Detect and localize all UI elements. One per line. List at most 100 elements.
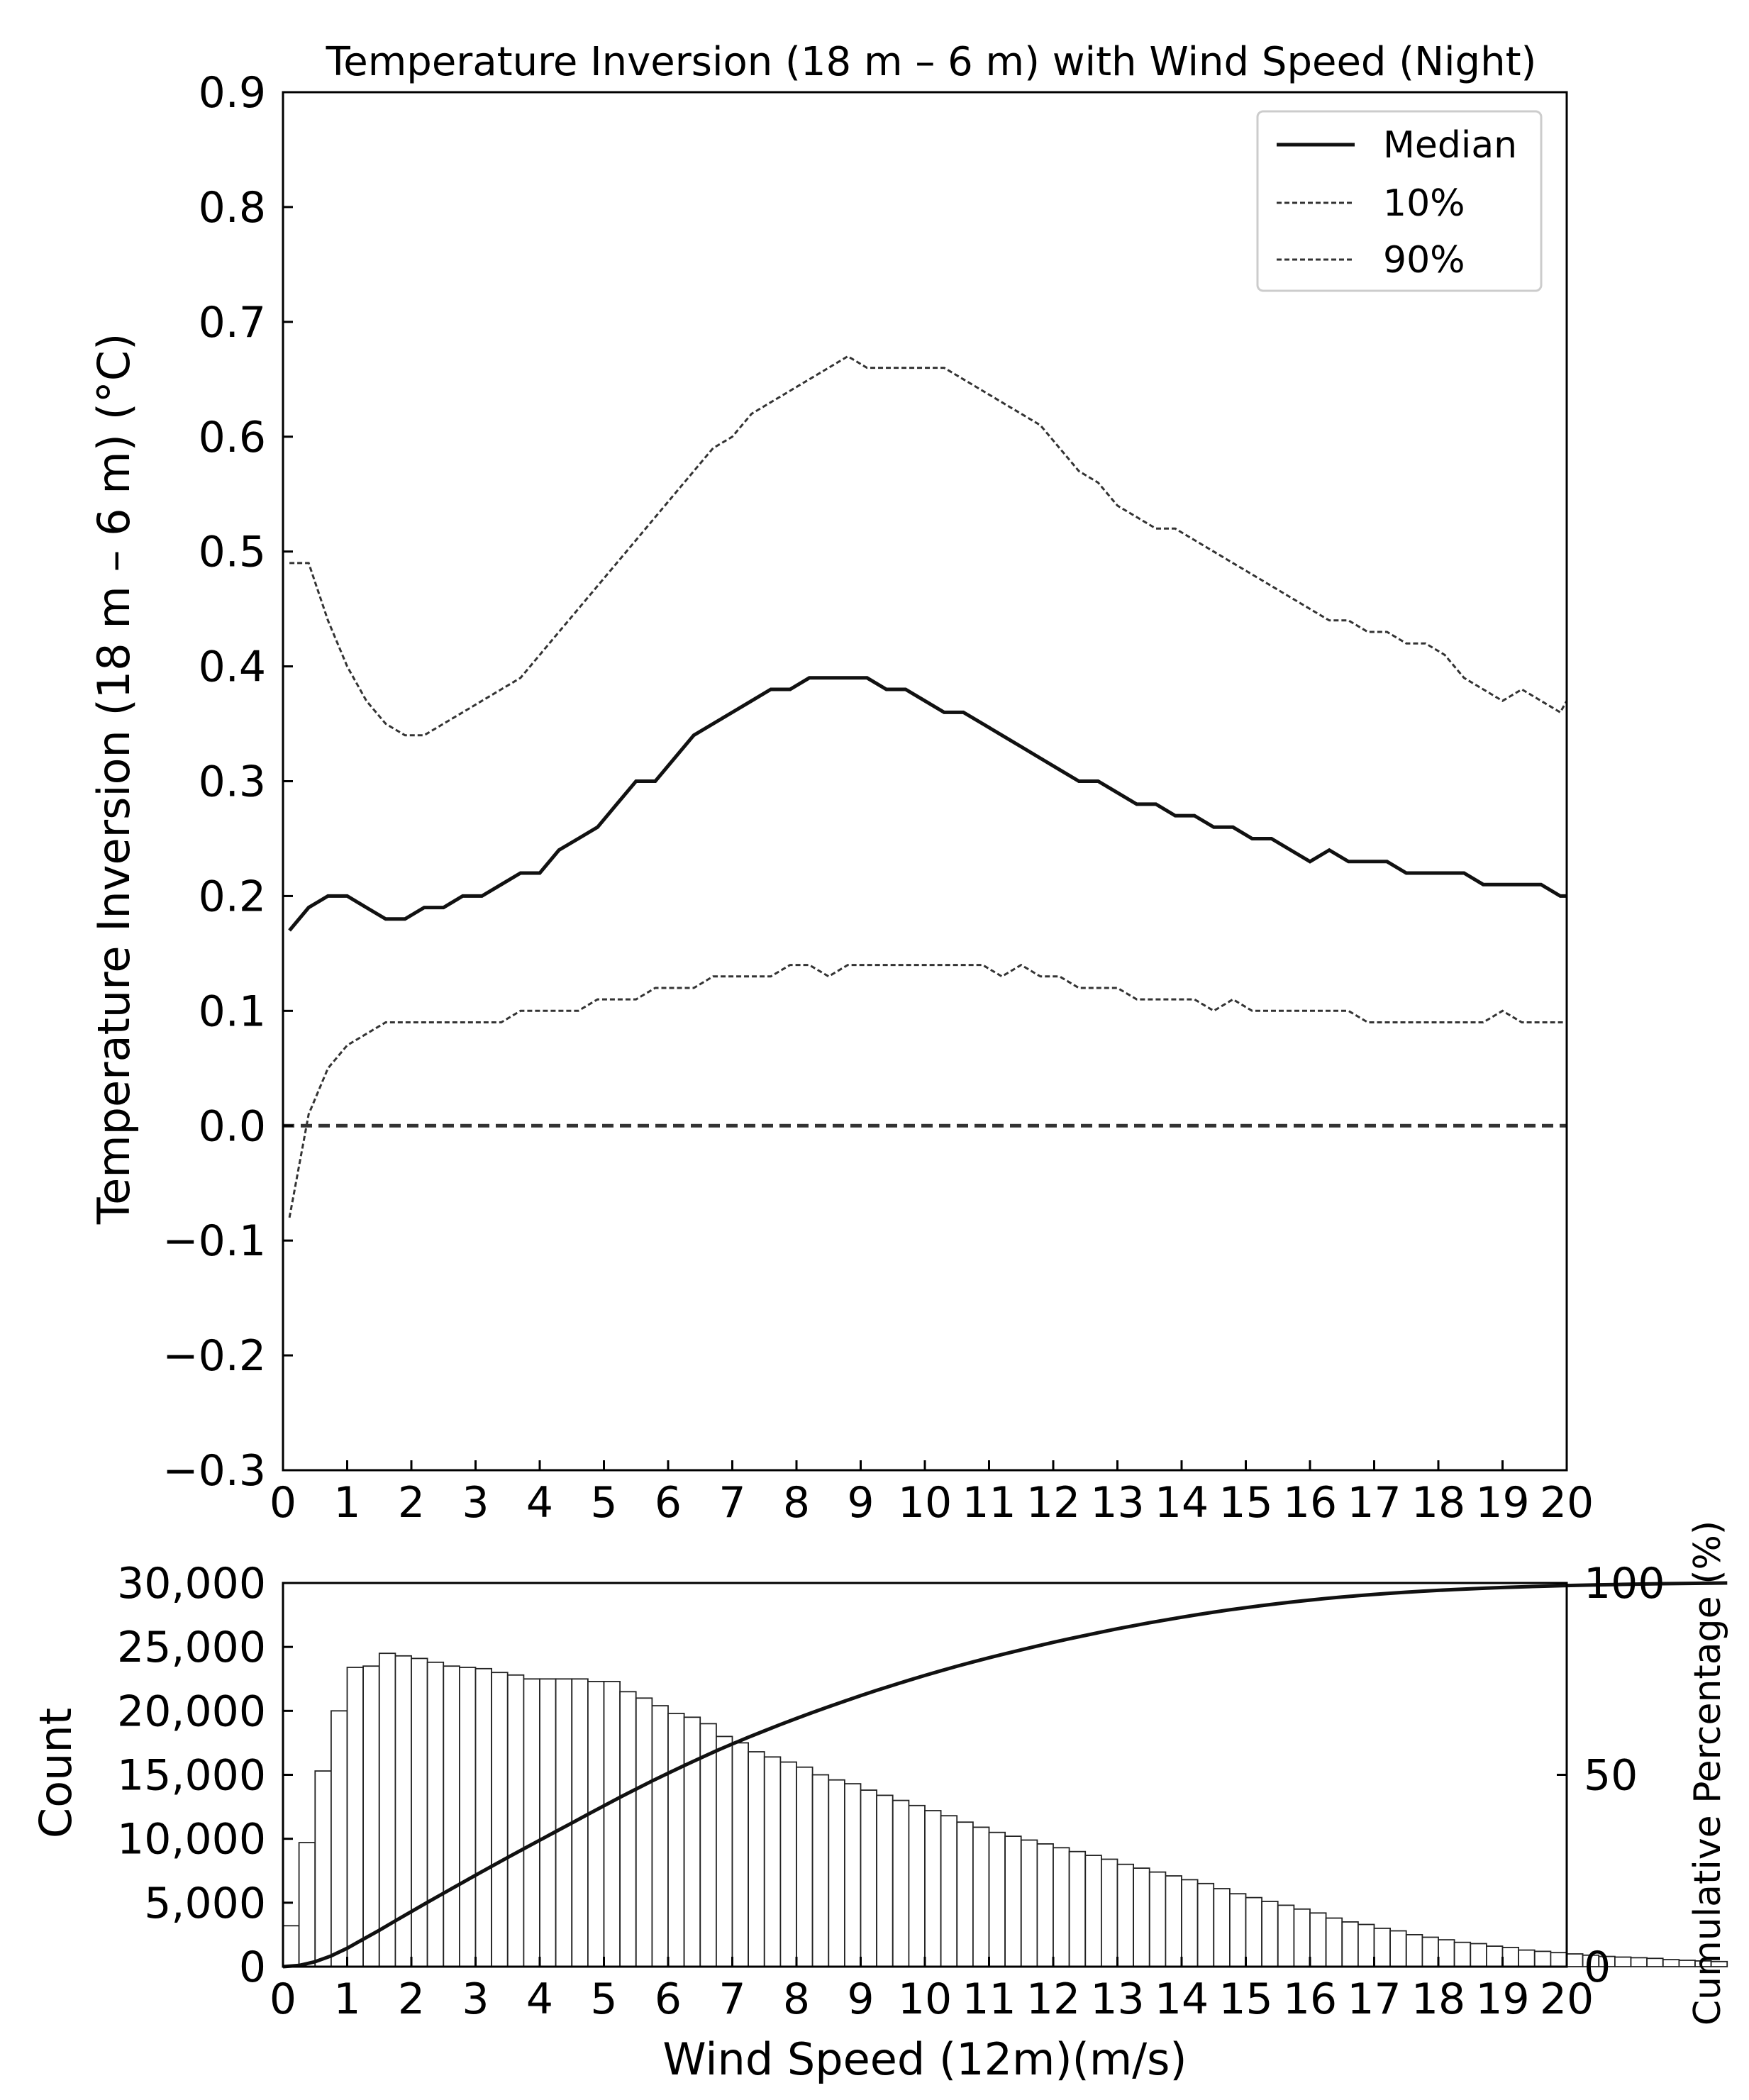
histogram-bar [411,1657,428,1967]
histogram-bar [779,1761,797,1967]
histogram-bar [828,1779,845,1967]
y-tick-label: 0.0 [199,1101,266,1151]
legend-label: 90% [1383,239,1465,282]
histogram-bar [988,1831,1006,1967]
histogram-bar [506,1674,525,1967]
histogram-bar [651,1705,669,1967]
x-axis-ticks: 0 1 2 3 4 5 6 7 8 9 10 11 12 13 14 15 16 17 18 19 20 [270,1460,1594,1528]
histogram-bar [587,1680,605,1967]
histogram-bar [346,1667,365,1967]
wind-speed-histogram-chart: 0 1 2 3 4 5 6 7 8 9 10 11 12 13 14 15 16 17 18 19 20 05,0001… [30,1521,1729,2085]
histogram-bar [1133,1867,1150,1967]
histogram-bar [892,1799,910,1967]
histogram-x-tick-label: 12 [1026,1974,1080,2024]
histogram-bar [314,1770,332,1967]
series-line-10pct [288,963,1567,1218]
histogram-bar [1020,1839,1038,1967]
histogram-bar [716,1735,733,1967]
series-lines [288,355,1568,1218]
histogram-bar [459,1667,477,1967]
histogram-x-tick-label: 19 [1475,1974,1529,2024]
cumulative-line-group [282,1581,1728,1969]
x-tick-label: 6 [655,1478,682,1528]
histogram-bar [1261,1901,1279,1967]
histogram-bar [683,1716,701,1967]
x-tick-label: 14 [1155,1478,1209,1528]
x-tick-label: 8 [783,1478,810,1528]
histogram-bar [603,1680,621,1967]
histogram-bar [1662,1959,1680,1967]
histogram-bar [1148,1871,1167,1967]
histogram-bar [1646,1957,1664,1967]
y-axis-label: Temperature Inversion (18 m – 6 m) (°C) [88,333,140,1226]
histogram-bar [474,1667,493,1967]
histogram-bar [1293,1908,1311,1967]
histogram-bar [1630,1957,1648,1967]
histogram-bar [330,1710,348,1967]
x-axis-label: Wind Speed (12m)(m/s) [662,2033,1187,2085]
y-tick-label: 0.5 [199,528,266,577]
y-tick-label: 0.4 [199,643,266,692]
count-tick-label: 10,000 [117,1815,266,1865]
histogram-bar [811,1774,830,1967]
y-axis-ticks: −0.3 −0.2 −0.1 0.0 0.1 0.2 0.3 0.4 0.5 0.6 0.7 0.8 0… [162,68,293,1496]
y-tick-label: −0.1 [162,1216,266,1266]
x-tick-label: 15 [1218,1478,1272,1528]
histogram-bar [1068,1850,1087,1967]
histogram-x-tick-label: 10 [898,1974,952,2024]
x-tick-label: 11 [962,1478,1016,1528]
histogram-x-tick-label: 9 [847,1974,874,2024]
series-line-90pct [289,355,1568,737]
histogram-y-axis-ticks: 0 5,000 10,000 15,000 20,000 25,000 30,000 [117,1559,293,1992]
histogram-bar [1084,1855,1102,1967]
cumulative-percentage-line [282,1581,1728,1969]
count-tick-label: 25,000 [117,1623,266,1672]
y-tick-label: 0.1 [199,987,266,1036]
histogram-bar [1518,1949,1536,1967]
y-tick-label: 0.6 [199,413,266,462]
x-tick-label: 7 [718,1478,745,1528]
series-line-median [288,676,1567,932]
x-tick-label: 10 [898,1478,952,1528]
histogram-x-tick-label: 15 [1218,1974,1272,2024]
histogram-right-axis-ticks: 0 50 100 [1557,1559,1665,1992]
histogram-bar [1438,1939,1455,1967]
histogram-bar [1229,1893,1247,1967]
histogram-bar [635,1697,653,1967]
histogram-bar [1116,1863,1135,1967]
count-tick-label: 30,000 [117,1559,266,1609]
histogram-x-axis-ticks: 0 1 2 3 4 5 6 7 8 9 10 11 12 13 14 15 16 17 18 19 20 [270,1957,1594,2024]
histogram-bar [1357,1923,1375,1967]
histogram-bar [796,1766,814,1967]
histogram-x-tick-label: 4 [526,1974,553,2024]
histogram-bar [619,1691,637,1967]
histogram-bar [1309,1912,1327,1967]
histogram-x-tick-label: 6 [655,1974,682,2024]
histogram-bar [956,1821,974,1967]
cumulative-tick-label: 0 [1584,1943,1611,1992]
histogram-bar [940,1815,958,1967]
x-tick-label: 5 [590,1478,617,1528]
histogram-x-tick-label: 1 [333,1974,360,2024]
legend-label: 10% [1383,182,1465,225]
histogram-bar [844,1783,862,1967]
count-tick-label: 20,000 [117,1687,266,1736]
histogram-bar [924,1810,942,1967]
x-tick-label: 19 [1475,1478,1529,1528]
histogram-x-tick-label: 3 [462,1974,489,2024]
legend-box [1256,110,1543,292]
histogram-bar [1341,1921,1359,1967]
histogram-bar [1181,1879,1199,1967]
cumulative-axis-label: Cumulative Percentage (%) [1687,1521,1729,2026]
histogram-bar [1213,1888,1231,1967]
histogram-x-tick-label: 11 [962,1974,1016,2024]
histogram-bar [1165,1875,1182,1967]
histogram-bar [1405,1933,1423,1967]
y-tick-label: 0.7 [199,298,266,348]
histogram-bar [426,1661,445,1967]
histogram-bar [748,1751,765,1967]
histogram-bar [298,1842,316,1967]
histogram-bar [1101,1858,1118,1967]
